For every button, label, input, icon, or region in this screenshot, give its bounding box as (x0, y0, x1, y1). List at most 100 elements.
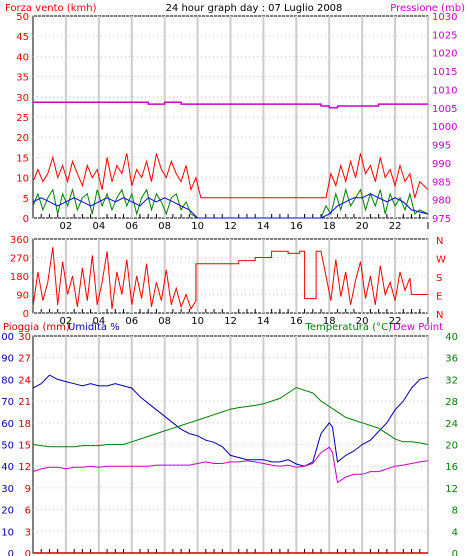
x-tick-label: 08 (158, 221, 171, 232)
y-tick-label-humidity: 10 (1, 527, 14, 538)
y-tick-label-left: 0 (23, 309, 29, 320)
y-tick-label-temperature: 40 (445, 332, 458, 343)
y-tick-label-humidity: 50 (1, 441, 14, 452)
compass-label: E (436, 292, 442, 303)
x-tick-label: 18 (323, 316, 336, 327)
y-tick-label-left: 15 (16, 153, 29, 164)
series-line-wind_speed (32, 153, 429, 199)
series-line-humidity (32, 374, 429, 467)
y-tick-label-humidity: 40 (1, 462, 14, 473)
compass-label: S (436, 273, 442, 284)
y-tick-label-temperature: 4 (452, 527, 458, 538)
y-tick-label-humidity: 30 (1, 484, 14, 495)
y-tick-label-left: 180 (10, 272, 29, 283)
y-tick-label-temperature: 8 (452, 506, 458, 517)
x-tick-label: 20 (356, 316, 369, 327)
series-line-temperature (32, 386, 429, 448)
x-tick-label: I (427, 221, 430, 232)
y-tick-label-right: 1000 (432, 122, 457, 133)
y-tick-label-temperature: 0 (452, 549, 458, 556)
x-tick-label: 22 (389, 316, 402, 327)
y-tick-label-right: 1015 (432, 67, 457, 78)
y-tick-label-left: 0 (23, 214, 29, 225)
y-tick-label-temperature: 12 (445, 484, 458, 495)
y-tick-label-left: 10 (16, 174, 29, 185)
y-tick-label-temperature: 36 (445, 354, 458, 365)
series-line-wind-direction (32, 247, 428, 311)
y-tick-label-temperature: 32 (445, 375, 458, 386)
x-tick-label: 02 (60, 221, 73, 232)
x-tick-label: 12 (224, 316, 237, 327)
y-tick-label-right: 1010 (432, 85, 457, 96)
y-tick-label-rain: 27 (18, 354, 31, 365)
y-tick-label-rain: 21 (18, 397, 31, 408)
series-line-dewpoint (32, 446, 429, 484)
x-tick-label: I (427, 316, 430, 327)
compass-label: W (436, 255, 446, 266)
y-tick-label-rain: 18 (18, 419, 31, 430)
y-tick-label-right: 980 (432, 196, 451, 207)
x-tick-label: 10 (191, 221, 204, 232)
humidity-axis-label: Umidita % (68, 322, 120, 333)
y-tick-label-left: 270 (10, 254, 29, 265)
x-tick-label: 12 (224, 221, 237, 232)
y-tick-label-rain: 9 (25, 484, 31, 495)
x-tick-label: 10 (191, 316, 204, 327)
y-tick-label-rain: 30 (18, 332, 31, 343)
wind-speed-axis-label: Forza vento (kmh) (5, 3, 97, 14)
y-tick-label-humidity: 90 (1, 354, 14, 365)
y-tick-label-right: 975 (432, 214, 451, 225)
y-tick-label-left: 40 (16, 52, 29, 63)
y-tick-label-temperature: 20 (445, 441, 458, 452)
y-tick-label-right: 985 (432, 177, 451, 188)
y-tick-label-right: 990 (432, 159, 451, 170)
y-tick-label-rain: 0 (25, 549, 31, 556)
y-tick-label-right: 1030 (432, 12, 457, 23)
y-tick-label-temperature: 24 (445, 419, 458, 430)
y-tick-label-rain: 3 (25, 527, 31, 538)
y-tick-label-left: 20 (16, 133, 29, 144)
y-tick-label-left: 50 (16, 12, 29, 23)
y-tick-label-left: 35 (16, 73, 29, 84)
x-tick-label: 22 (389, 221, 402, 232)
x-tick-label: 06 (125, 221, 138, 232)
x-tick-label: 18 (323, 221, 336, 232)
y-tick-label-left: 5 (23, 194, 29, 205)
y-tick-label-temperature: 28 (445, 397, 458, 408)
x-tick-label: 16 (290, 221, 303, 232)
y-tick-label-temperature: 16 (445, 462, 458, 473)
y-tick-label-left: 90 (16, 291, 29, 302)
y-tick-label-humidity: 70 (1, 397, 14, 408)
series-line-wind_avg_blue (32, 193, 429, 219)
y-tick-label-right: 995 (432, 141, 451, 152)
y-tick-label-left: 45 (16, 32, 29, 43)
y-tick-label-rain: 24 (18, 375, 31, 386)
y-tick-label-left: 360 (10, 235, 29, 246)
chart-title: 24 hour graph day : 07 Luglio 2008 (166, 3, 343, 14)
y-tick-label-right: 1005 (432, 104, 457, 115)
x-tick-label: 02 (60, 316, 73, 327)
y-tick-label-humidity: 0 (8, 549, 14, 556)
series-line-wind_gust_green (32, 187, 429, 219)
temperature-axis-label: Temperatura (°C) (304, 322, 392, 333)
compass-label: N (436, 310, 443, 321)
dewpoint-axis-label: Dew Point (393, 322, 443, 333)
y-tick-label-humidity: 100 (0, 332, 14, 343)
x-tick-label: 08 (158, 316, 171, 327)
x-tick-label: 14 (257, 221, 270, 232)
pressure-axis-label: Pressione (mb) (390, 3, 465, 14)
y-tick-label-rain: 15 (18, 441, 31, 452)
y-tick-label-humidity: 20 (1, 506, 14, 517)
chart-panels: 02 04 06 08 10 12 14 16 18 20 22 I05101520253035404… (0, 12, 458, 556)
x-tick-label: 04 (92, 316, 105, 327)
y-tick-label-rain: 6 (25, 506, 31, 517)
x-tick-label: 16 (290, 316, 303, 327)
x-tick-label: 14 (257, 316, 270, 327)
x-tick-label: 04 (92, 221, 105, 232)
y-tick-label-rain: 12 (18, 462, 31, 473)
x-tick-label: 20 (356, 221, 369, 232)
y-tick-label-right: 1025 (432, 30, 457, 41)
y-tick-label-left: 30 (16, 93, 29, 104)
